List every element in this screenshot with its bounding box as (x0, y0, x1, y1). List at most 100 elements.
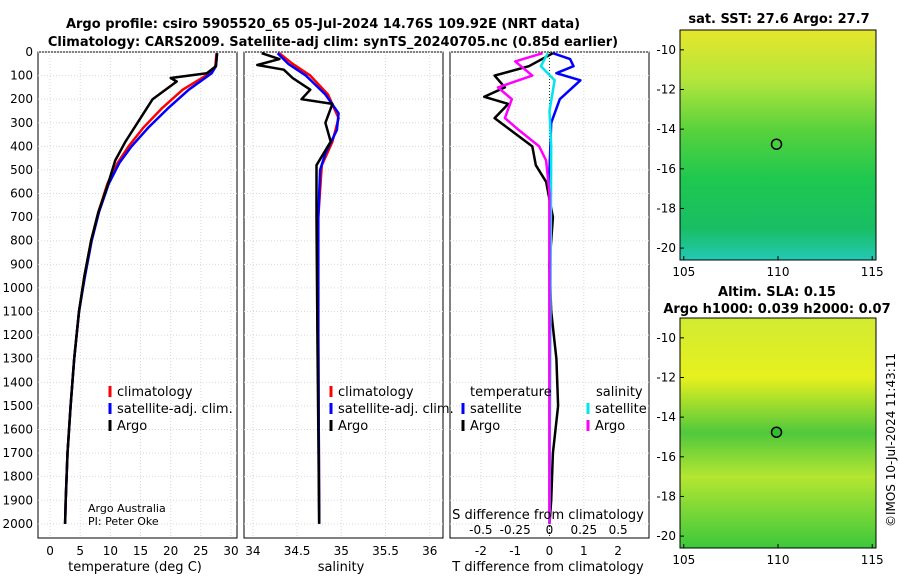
map-x-tick-label: 105 (672, 553, 695, 567)
x-tick-label: -2 (475, 544, 487, 558)
difference-legend: temperature satellite Argo salinity sate… (461, 385, 647, 434)
x-tick-label: 30 (223, 544, 238, 558)
x-top-tick-label: -0.5 (469, 523, 492, 537)
y-tick-label: 2000 (2, 517, 33, 531)
legend-s-argo: Argo (595, 419, 625, 434)
x-tick-label: 0 (546, 544, 554, 558)
x-tick-label: 10 (103, 544, 118, 558)
y-tick-label: 1200 (2, 328, 33, 342)
map-y-tick-label: -18 (656, 201, 676, 215)
x-tick-label: 34.5 (284, 544, 311, 558)
x-tick-label: 5 (76, 544, 84, 558)
x-tick-label: -1 (509, 544, 521, 558)
sst-field (680, 30, 876, 260)
sst-argo-marker (770, 138, 783, 150)
map-y-tick-label: -10 (656, 43, 676, 57)
map-y-tick-label: -16 (656, 162, 676, 176)
series-line-climatology (278, 52, 340, 524)
y-tick-label: 1800 (2, 470, 33, 484)
legend-climatology: climatology (117, 385, 193, 400)
x-tick-label: 25 (193, 544, 208, 558)
map-y-tick-label: -10 (656, 331, 676, 345)
y-tick-label: 600 (10, 187, 33, 201)
y-tick-label: 1700 (2, 446, 33, 460)
sla-map-title-1: Altim. SLA: 0.15 (718, 285, 836, 300)
x-tick-label: 20 (163, 544, 178, 558)
series-line-satellite-adj-clim- (276, 52, 340, 524)
x-top-tick-label: 0.25 (570, 523, 597, 537)
y-tick-label: 900 (10, 257, 33, 271)
map-y-tick-label: -18 (656, 489, 676, 503)
x-tick-label: 35.5 (372, 544, 399, 558)
map-x-tick-label: 105 (672, 265, 695, 279)
map-y-tick-label: -14 (656, 410, 676, 424)
salinity-legend: climatology satellite-adj. clim. Argo (329, 385, 454, 434)
x-tick-label: 36 (422, 544, 437, 558)
credit-org: Argo Australia (88, 502, 166, 515)
x-tick-label: 2 (614, 544, 622, 558)
y-tick-label: 1500 (2, 399, 33, 413)
map-y-tick-label: -12 (656, 82, 676, 96)
salinity-grid: 34 34.5 35 35.5 36 (244, 51, 443, 558)
map-y-tick-label: -20 (656, 241, 676, 255)
y-tick-label: 800 (10, 234, 33, 248)
y-tick-label: 500 (10, 163, 33, 177)
legend-satellite: satellite-adj. clim. (117, 402, 233, 417)
legend-argo: Argo (117, 419, 147, 434)
series-line-s-argo (496, 52, 551, 524)
map-x-tick-label: 110 (767, 553, 790, 567)
y-tick-label: 1000 (2, 281, 33, 295)
y-tick-label: 200 (10, 92, 33, 106)
series-line-argo (63, 53, 219, 524)
salinity-axes (243, 51, 444, 539)
y-tick-label: 300 (10, 116, 33, 130)
difference-series (483, 52, 582, 524)
map-y-tick-label: -20 (656, 529, 676, 543)
temperature-xlabel: temperature (deg C) (68, 560, 202, 575)
y-tick-label: 700 (10, 210, 33, 224)
legend-temperature-title: temperature (470, 385, 552, 400)
salinity-series (256, 52, 340, 524)
x-top-tick-label: 0.5 (609, 523, 628, 537)
title-line-1: Argo profile: csiro 5905520_65 05-Jul-20… (66, 17, 580, 32)
legend-s-satellite: satellite (595, 402, 647, 417)
temperature-series (63, 53, 219, 524)
copyright-stamp: ©IMOS 10-Jul-2024 11:43:11 (884, 353, 898, 527)
y-tick-label: 400 (10, 139, 33, 153)
sst-map-ticks: 105 110 115 -10 -12 -14 -16 -18 -20 (656, 43, 883, 279)
y-tick-label: 1900 (2, 493, 33, 507)
map-x-tick-label: 115 (861, 553, 884, 567)
temperature-legend: climatology satellite-adj. clim. Argo (108, 385, 233, 434)
y-tick-label: 1100 (2, 305, 33, 319)
legend-climatology: climatology (338, 385, 414, 400)
credit-pi: PI: Peter Oke (88, 515, 159, 528)
map-y-tick-label: -16 (656, 450, 676, 464)
legend-t-satellite: satellite (470, 402, 522, 417)
difference-xlabel-top: S difference from climatology (452, 508, 644, 523)
legend-salinity-title: salinity (596, 385, 643, 400)
legend-argo: Argo (338, 419, 368, 434)
x-tick-label: 0 (46, 544, 54, 558)
x-tick-label: 15 (133, 544, 148, 558)
title-line-2: Climatology: CARS2009. Satellite-adj cli… (48, 35, 618, 50)
sla-argo-marker (770, 426, 783, 438)
difference-xlabel: T difference from climatology (451, 560, 644, 575)
map-y-tick-label: -14 (656, 122, 676, 136)
series-line-argo (256, 52, 334, 524)
sst-map-title: sat. SST: 27.6 Argo: 27.7 (688, 12, 869, 27)
map-x-tick-label: 115 (861, 265, 884, 279)
x-tick-label: 34 (245, 544, 260, 558)
map-x-tick-label: 110 (767, 265, 790, 279)
y-tick-label: 1600 (2, 422, 33, 436)
x-tick-label: 35 (334, 544, 349, 558)
x-tick-label: 1 (580, 544, 588, 558)
legend-satellite: satellite-adj. clim. (338, 402, 454, 417)
map-y-tick-label: -12 (656, 370, 676, 384)
x-top-tick-label: -0.25 (500, 523, 531, 537)
y-tick-label: 0 (25, 45, 33, 59)
series-line-s-satellite (539, 52, 556, 524)
sla-map-ticks: 105 110 115 -10 -12 -14 -16 -18 -20 (656, 331, 883, 567)
y-tick-label: 1400 (2, 375, 33, 389)
y-tick-label: 100 (10, 69, 33, 83)
